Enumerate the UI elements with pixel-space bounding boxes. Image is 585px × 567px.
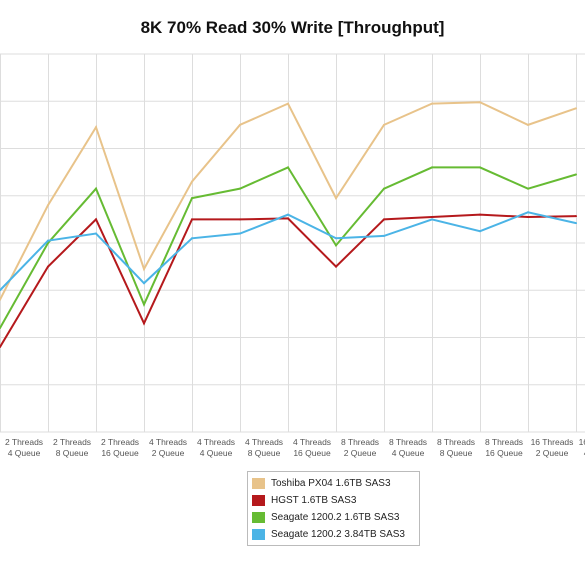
x-tick-label: 4 Threads	[149, 437, 187, 447]
data-point	[239, 123, 241, 126]
data-point	[95, 218, 97, 221]
data-point	[335, 197, 337, 200]
data-point	[575, 173, 577, 176]
data-point	[383, 218, 385, 221]
legend-label: Toshiba PX04 1.6TB SAS3	[271, 478, 391, 489]
x-tick-label: 8 Threads	[341, 437, 379, 447]
data-point	[239, 187, 241, 190]
data-point	[191, 218, 193, 221]
data-point	[479, 101, 481, 104]
x-tick-label: 8 Threads	[389, 437, 427, 447]
x-tick-label: 4 Queue	[8, 448, 41, 458]
data-point	[575, 222, 577, 225]
x-tick-label: 4 Threads	[197, 437, 235, 447]
legend-item: Seagate 1200.2 1.6TB SAS3	[252, 509, 415, 526]
x-tick-label: 8 Queue	[56, 448, 89, 458]
grid-layer	[0, 53, 585, 433]
data-point	[0, 298, 1, 301]
data-point	[47, 239, 49, 242]
x-tick-label: 2 Queue	[344, 448, 377, 458]
data-point	[527, 123, 529, 126]
data-point	[383, 123, 385, 126]
legend: Toshiba PX04 1.6TB SAS3 HGST 1.6TB SAS3 Se…	[247, 471, 420, 546]
data-point	[431, 216, 433, 219]
data-point	[0, 289, 1, 292]
data-point	[335, 237, 337, 240]
x-tick-label: 8 Threads	[485, 437, 523, 447]
legend-label: Seagate 1200.2 3.84TB SAS3	[271, 529, 405, 540]
x-tick-label: 4 Threads	[293, 437, 331, 447]
data-point	[575, 107, 577, 110]
x-tick-label: 4 Queue	[200, 448, 233, 458]
data-point	[383, 234, 385, 237]
data-point	[479, 213, 481, 216]
data-point	[431, 218, 433, 221]
x-tick-label: 2 Threads	[53, 437, 91, 447]
x-tick-label: 2 Queue	[536, 448, 569, 458]
data-point	[239, 232, 241, 235]
data-point	[479, 230, 481, 233]
x-tick-label: 4 Queue	[392, 448, 425, 458]
data-point	[287, 102, 289, 105]
x-tick-label: 2 Threads	[5, 437, 43, 447]
x-tick-label: 4 Threads	[245, 437, 283, 447]
legend-item: Seagate 1200.2 3.84TB SAS3	[252, 526, 415, 543]
legend-label: Seagate 1200.2 1.6TB SAS3	[271, 512, 400, 523]
legend-label: HGST 1.6TB SAS3	[271, 495, 357, 506]
chart-title: 8K 70% Read 30% Write [Throughput]	[140, 18, 445, 37]
x-tick-label: 16 Queue	[293, 448, 331, 458]
data-point	[47, 204, 49, 207]
data-point	[47, 265, 49, 268]
data-point	[239, 218, 241, 221]
x-tick-label: 8 Threads	[437, 437, 475, 447]
data-point	[527, 216, 529, 219]
series-layer	[0, 101, 577, 348]
data-point	[95, 232, 97, 235]
data-point	[287, 217, 289, 220]
data-point	[191, 180, 193, 183]
data-point	[527, 211, 529, 214]
x-tick-label: 8 Queue	[248, 448, 281, 458]
data-point	[95, 126, 97, 129]
legend-swatch	[252, 495, 265, 506]
data-point	[431, 102, 433, 105]
legend-item: Toshiba PX04 1.6TB SAS3	[252, 475, 415, 492]
data-point	[95, 187, 97, 190]
legend-swatch	[252, 529, 265, 540]
x-tick-label: 2 Queue	[152, 448, 185, 458]
data-point	[0, 345, 1, 348]
data-point	[143, 303, 145, 306]
data-point	[143, 267, 145, 270]
legend-swatch	[252, 478, 265, 489]
legend-swatch	[252, 512, 265, 523]
data-point	[335, 244, 337, 247]
x-tick-label: 4 Queue	[584, 448, 585, 458]
data-point	[143, 322, 145, 325]
x-tick-label: 16 Queue	[485, 448, 523, 458]
x-tick-label: 16 Threads	[579, 437, 585, 447]
data-point	[191, 197, 193, 200]
data-point	[383, 187, 385, 190]
data-point	[143, 282, 145, 285]
x-tick-label: 2 Threads	[101, 437, 139, 447]
data-point	[287, 213, 289, 216]
x-tick-label: 8 Queue	[440, 448, 473, 458]
data-point	[287, 166, 289, 169]
x-tick-label: 16 Queue	[101, 448, 139, 458]
data-point	[0, 327, 1, 330]
data-point	[479, 166, 481, 169]
data-point	[575, 215, 577, 218]
data-point	[335, 265, 337, 268]
legend-item: HGST 1.6TB SAS3	[252, 492, 415, 509]
x-tick-label: 16 Threads	[531, 437, 574, 447]
data-point	[191, 237, 193, 240]
data-point	[527, 187, 529, 190]
data-point	[431, 166, 433, 169]
